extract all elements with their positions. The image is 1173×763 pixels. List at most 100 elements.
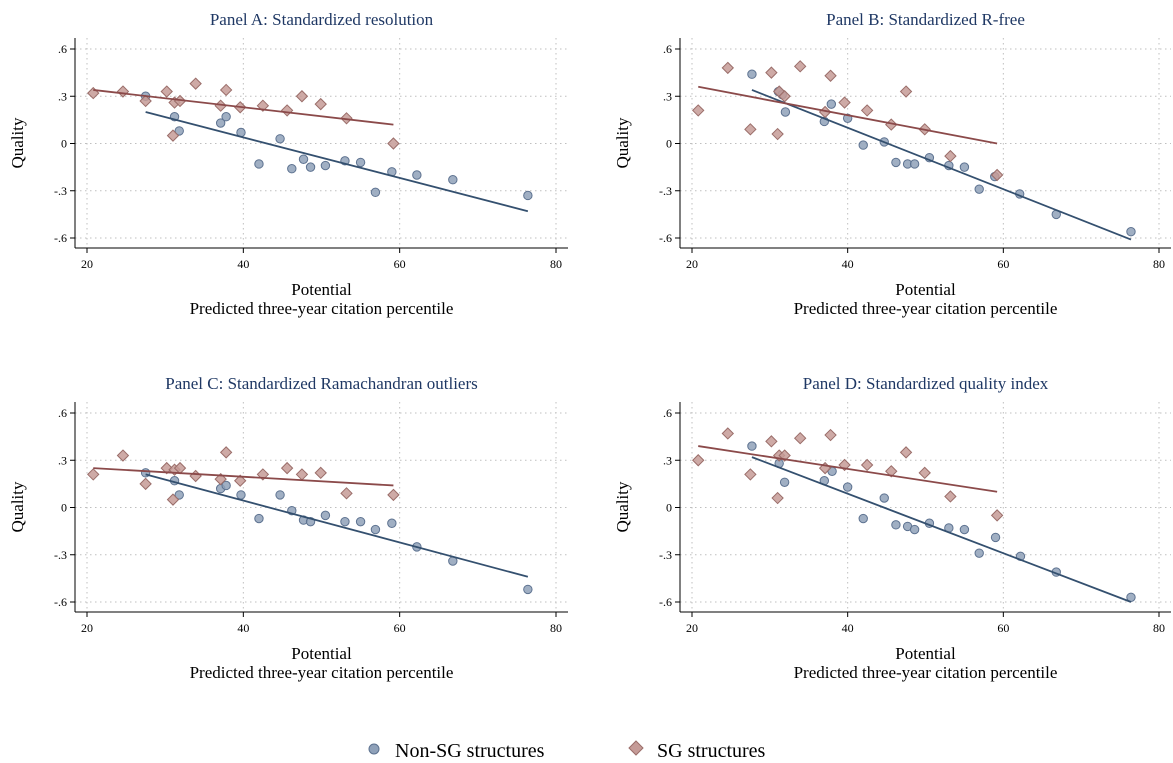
panel-c-xtick-label: 20 — [81, 621, 93, 635]
panel-b-ytick-label: -.6 — [659, 231, 672, 245]
panel-d-sg-point — [918, 466, 931, 480]
panel-a-sg-point — [166, 129, 180, 142]
panel-a-non-sg-fit-line — [145, 111, 529, 213]
panel-d-fits — [698, 445, 1132, 603]
panel-a-non-sg-point — [287, 164, 297, 174]
panel-c-sg-point — [314, 466, 327, 480]
panel-a-ytick-label: .3 — [58, 89, 67, 103]
panel-c-sg-point — [280, 461, 294, 475]
panel-c-ytick-label: 0 — [61, 501, 67, 515]
panel-d-ytick-label: 0 — [666, 501, 672, 515]
panel-d-xtick-label: 60 — [997, 621, 1009, 635]
panel-a-sg-point — [314, 97, 327, 111]
panel-c-sg-point — [160, 461, 173, 475]
panel-d-xlabel: Potential — [895, 644, 956, 663]
panel-c-sg-point — [387, 488, 400, 502]
panel-d-xtick-label: 20 — [686, 621, 698, 635]
panel-b-sg-point — [771, 127, 784, 141]
panel-a-non-sg-point — [254, 159, 264, 169]
panel-b-ytick-label: .3 — [663, 89, 672, 103]
panel-b-non-sg-point — [909, 159, 920, 169]
panel-d-non-sg-point — [891, 520, 901, 530]
panel-c-non-sg-point — [320, 510, 331, 521]
panel-d-markers — [692, 427, 1136, 602]
panel-a-ytick-label: .6 — [58, 42, 67, 56]
panel-d-non-sg-point — [842, 482, 853, 492]
panel-d-sg-point — [944, 490, 957, 503]
panel-d-ytick-label: .3 — [663, 453, 672, 467]
legend: Non-SG structures SG structures — [368, 740, 766, 762]
panel-c-non-sg-point — [340, 516, 350, 527]
panel-c-sg-point — [166, 493, 180, 506]
panel-c-sg-point — [139, 477, 152, 491]
panel-b-sg-point — [778, 90, 791, 103]
panel-c-non-sg-fit-line — [145, 473, 529, 578]
panel-c-non-sg-point — [355, 516, 366, 527]
panel-d-ytick-label: -.3 — [659, 548, 672, 562]
panel-b-fits — [698, 85, 1132, 241]
panel-c-xtick-label: 80 — [550, 621, 562, 635]
panel-b-title: Panel B: Standardized R-free — [826, 10, 1025, 29]
panel-b: Panel B: Standardized R-free .6 .3 0 -.3 -.6 2… — [613, 10, 1171, 318]
panel-a-sg-point — [189, 77, 202, 90]
panel-c-ytick-label: -.3 — [54, 548, 67, 562]
panel-b-xlabel: Potential — [895, 280, 956, 299]
panel-d-title: Panel D: Standardized quality index — [803, 374, 1049, 393]
legend-label-sg: SG structures — [657, 740, 766, 762]
panel-b-xtick-label: 80 — [1153, 257, 1165, 271]
panel-c-xlabel: Potential — [291, 644, 352, 663]
panel-d-sg-point — [885, 465, 898, 478]
legend-item-non-sg: Non-SG structures — [368, 740, 545, 762]
panel-d-xtick-label: 80 — [1153, 621, 1165, 635]
panel-a-non-sg-point — [221, 112, 231, 122]
panel-d-sg-point — [744, 468, 757, 481]
panel-a-sg-point — [116, 85, 130, 98]
panel-d-sg-point — [793, 431, 807, 445]
panel-a-title: Panel A: Standardized resolution — [210, 10, 434, 29]
panel-a-non-sg-point — [215, 118, 226, 128]
panel-a-non-sg-point — [275, 134, 285, 144]
panel-b-xtick-label: 60 — [997, 257, 1009, 271]
panel-a-markers — [87, 77, 533, 201]
panel-b-sg-point — [899, 85, 913, 98]
panel-a-non-sg-point — [320, 160, 331, 171]
panel-c-sg-fit-line — [93, 467, 394, 487]
panel-d-non-sg-fit-line — [751, 456, 1132, 603]
panel-c-ytick-label: -.6 — [54, 595, 67, 609]
panel-a-ylabel: Quality — [8, 117, 27, 168]
panel-b-ylabel: Quality — [613, 117, 632, 168]
panel-d-non-sg-point — [858, 513, 868, 524]
panel-d-sg-point — [860, 458, 874, 472]
panel-b-sg-fit-line — [698, 85, 998, 145]
panel-b-markers — [692, 60, 1136, 237]
legend-label-non-sg: Non-SG structures — [395, 740, 545, 762]
panel-a-ytick-label: 0 — [61, 137, 67, 151]
panel-c-grid — [75, 402, 568, 612]
panel-d-ytick-label: .6 — [663, 406, 672, 420]
panel-c-non-sg-point — [236, 490, 246, 500]
panel-b-non-sg-fit-line — [751, 89, 1132, 241]
legend-item-sg: SG structures — [628, 740, 766, 762]
panel-d-sg-point — [899, 446, 913, 459]
panel-c-ytick-label: .6 — [58, 406, 67, 420]
panel-d-non-sg-point — [779, 477, 790, 487]
panel-d-sg-point — [990, 509, 1004, 522]
panel-d-non-sg-point — [909, 524, 920, 535]
panel-c-non-sg-point — [254, 513, 264, 524]
panel-b-ytick-label: 0 — [666, 137, 672, 151]
panel-c-title: Panel C: Standardized Ramachandran outli… — [165, 374, 478, 393]
panel-a-xtick-label: 60 — [394, 257, 406, 271]
panel-d: Panel D: Standardized quality index .6 .3 0… — [613, 374, 1171, 682]
panel-d-non-sg-point — [974, 548, 984, 558]
panel-b-sg-point — [824, 69, 837, 82]
panel-c-markers — [87, 446, 533, 595]
panel-c-sg-point — [233, 474, 247, 487]
panel-a-grid — [75, 38, 568, 248]
panel-d-non-sg-point — [879, 493, 889, 503]
panel-b-sg-point — [990, 168, 1004, 182]
panel-b-xlabel2: Predicted three-year citation percentile — [794, 299, 1058, 318]
panel-c-sg-point — [295, 468, 309, 481]
panel-a-xlabel: Potential — [291, 280, 352, 299]
panel-a-xtick-label: 40 — [237, 257, 249, 271]
